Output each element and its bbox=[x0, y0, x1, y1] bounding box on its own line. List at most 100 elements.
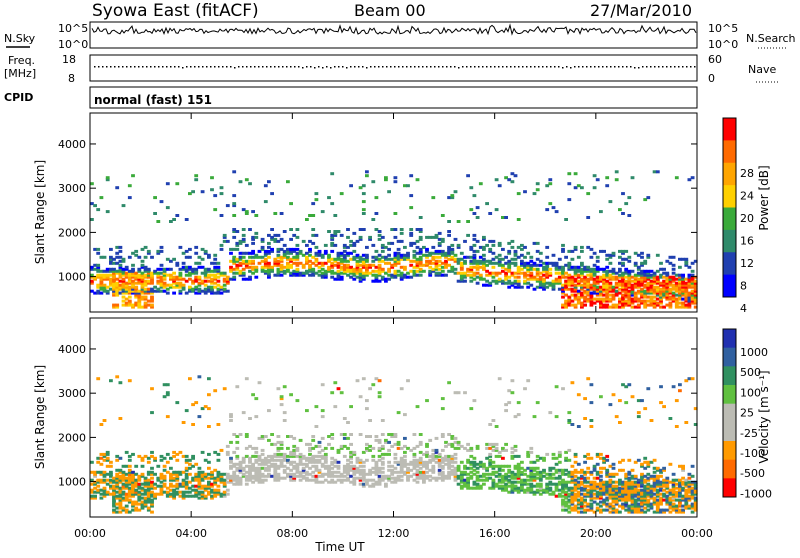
range-gate-cell bbox=[536, 467, 540, 470]
range-gate-cell bbox=[586, 377, 590, 380]
range-gate-cell bbox=[296, 447, 300, 450]
cpid-label: CPID bbox=[4, 91, 33, 104]
range-gate-cell bbox=[254, 232, 258, 235]
range-gate-cell bbox=[321, 415, 325, 418]
freq-dot bbox=[578, 66, 580, 68]
range-gate-cell bbox=[529, 447, 533, 450]
range-gate-cell bbox=[504, 443, 508, 446]
range-gate-cell bbox=[226, 451, 230, 454]
freq-dot bbox=[270, 66, 272, 68]
colorbar-segment bbox=[723, 275, 736, 298]
range-gate-cell bbox=[514, 174, 518, 177]
range-gate-cell bbox=[378, 230, 382, 233]
range-gate-cell bbox=[476, 445, 480, 448]
range-gate-cell bbox=[403, 459, 407, 462]
range-gate-cell bbox=[454, 190, 458, 193]
range-gate-cell bbox=[254, 447, 258, 450]
range-gate-cell bbox=[514, 445, 518, 448]
range-gate-cell bbox=[315, 425, 319, 428]
range-gate-cell bbox=[381, 457, 385, 460]
range-gate-cell bbox=[245, 377, 249, 380]
range-gate-cell bbox=[134, 286, 138, 289]
range-gate-cell bbox=[198, 262, 202, 265]
range-gate-cell bbox=[675, 176, 679, 179]
range-gate-cell bbox=[100, 463, 104, 466]
range-gate-cell bbox=[207, 377, 211, 380]
range-gate-cell bbox=[346, 228, 350, 231]
range-gate-cell bbox=[352, 451, 356, 454]
freq-dot bbox=[418, 66, 420, 68]
range-gate-cell bbox=[419, 433, 423, 436]
range-gate-cell bbox=[621, 262, 625, 265]
range-gate-cell bbox=[400, 228, 404, 231]
range-gate-cell bbox=[251, 250, 255, 253]
range-gate-cell bbox=[204, 250, 208, 253]
range-gate-cell bbox=[413, 453, 417, 456]
range-gate-cell bbox=[254, 397, 258, 400]
freq-dot bbox=[610, 66, 612, 68]
range-gate-cell bbox=[381, 467, 385, 470]
range-gate-cell bbox=[504, 449, 508, 452]
range-gate-cell bbox=[327, 230, 331, 233]
range-gate-cell bbox=[235, 248, 239, 251]
range-gate-cell bbox=[163, 457, 167, 460]
range-gate-cell bbox=[340, 391, 344, 394]
range-gate-cell bbox=[213, 258, 217, 261]
range-gate-cell bbox=[201, 190, 205, 193]
range-gate-cell bbox=[416, 405, 420, 408]
freq-tick-high: 18 bbox=[62, 53, 76, 66]
range-gate-cell bbox=[267, 242, 271, 245]
range-gate-cell bbox=[457, 244, 461, 247]
range-gate-cell bbox=[669, 417, 673, 420]
noise-tick-high-right: 10^5 bbox=[708, 22, 738, 35]
range-gate-cell bbox=[232, 202, 236, 205]
freq-dot bbox=[614, 66, 616, 68]
range-gate-cell bbox=[403, 455, 407, 458]
freq-dot bbox=[454, 66, 456, 68]
range-gate-cell bbox=[482, 483, 486, 486]
range-gate-cell bbox=[495, 425, 499, 428]
range-gate-cell bbox=[428, 439, 432, 442]
range-gate-cell bbox=[409, 194, 413, 197]
freq-dot bbox=[518, 66, 520, 68]
range-gate-cell bbox=[217, 453, 221, 456]
nave-tick-low: 0 bbox=[708, 72, 715, 85]
range-gate-cell bbox=[447, 381, 451, 384]
range-gate-cell bbox=[141, 260, 145, 263]
freq-dot bbox=[214, 66, 216, 68]
range-gate-cell bbox=[232, 214, 236, 217]
range-gate-cell bbox=[229, 413, 233, 416]
range-gate-cell bbox=[637, 459, 641, 462]
range-gate-cell bbox=[583, 397, 587, 400]
range-gate-cell bbox=[567, 419, 571, 422]
range-gate-cell bbox=[207, 254, 211, 257]
freq-dot bbox=[570, 67, 572, 69]
range-gate-cell bbox=[482, 463, 486, 466]
range-gate-cell bbox=[220, 214, 224, 217]
range-gate-cell bbox=[403, 246, 407, 249]
range-gate-cell bbox=[583, 461, 587, 464]
range-gate-cell bbox=[131, 268, 135, 271]
range-gate-cell bbox=[580, 262, 584, 265]
range-gate-cell bbox=[311, 202, 315, 205]
range-gate-cell bbox=[488, 248, 492, 251]
freq-dot bbox=[466, 66, 468, 68]
range-gate-cell bbox=[454, 268, 458, 271]
range-gate-cell bbox=[321, 437, 325, 440]
freq-dot bbox=[670, 66, 672, 68]
range-gate-cell bbox=[463, 391, 467, 394]
range-gate-cell bbox=[352, 232, 356, 235]
range-gate-cell bbox=[201, 451, 205, 454]
range-gate-cell bbox=[277, 435, 281, 438]
range-gate-cell bbox=[555, 385, 559, 388]
range-gate-cell bbox=[311, 242, 315, 245]
range-gate-cell bbox=[232, 276, 236, 279]
range-gate-cell bbox=[536, 188, 540, 191]
freq-dot bbox=[354, 66, 356, 68]
range-gate-cell bbox=[220, 244, 224, 247]
freq-dot bbox=[382, 66, 384, 68]
range-gate-cell bbox=[153, 212, 157, 215]
range-gate-cell bbox=[175, 262, 179, 265]
nave-label: Nave bbox=[748, 63, 776, 76]
range-gate-cell bbox=[460, 252, 464, 255]
